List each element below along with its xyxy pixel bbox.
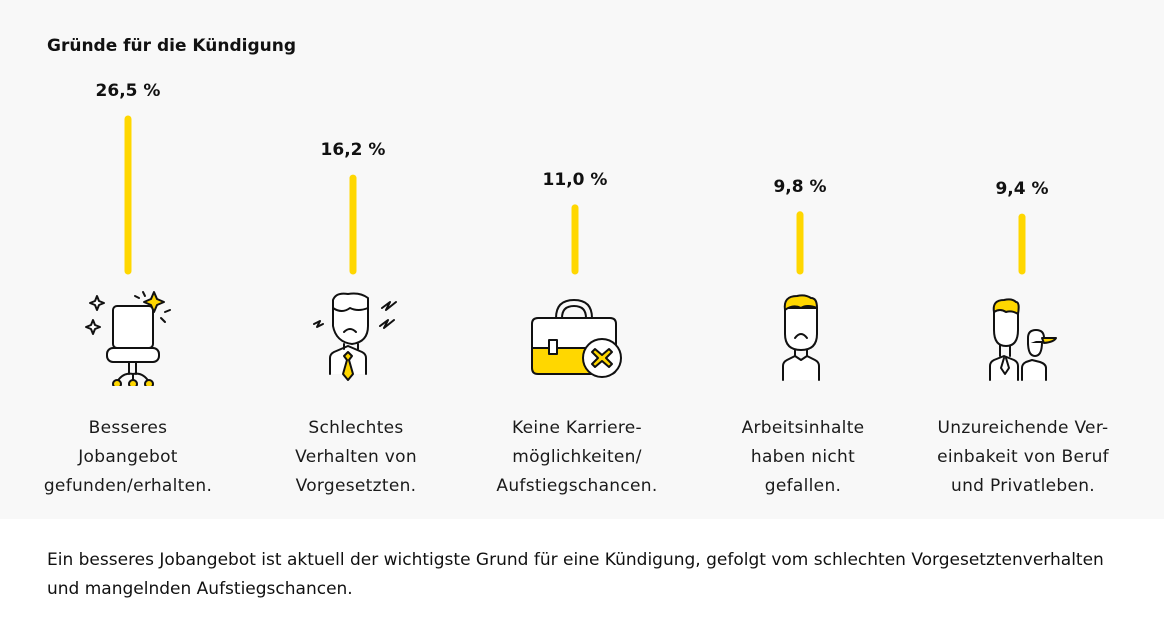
sad-person-icon xyxy=(745,286,855,386)
parent-child-icon xyxy=(968,286,1078,386)
angry-boss-icon xyxy=(298,286,408,386)
label-line: Arbeitsinhalte xyxy=(741,418,865,438)
label-line: Schlechtes xyxy=(308,418,404,438)
label-line: Jobangebot xyxy=(78,447,178,467)
value-label: 16,2 % xyxy=(321,140,386,160)
summary-text: Ein besseres Jobangebot ist aktuell der … xyxy=(47,550,1104,599)
label-line: gefallen. xyxy=(764,476,842,496)
category-label: Besseres Jobangebot gefunden/erhalten. xyxy=(18,414,238,501)
label-line: haben nicht xyxy=(750,447,856,467)
label-line: Verhalten von xyxy=(295,447,417,467)
office-chair-icon xyxy=(73,286,183,389)
value-label: 11,0 % xyxy=(543,170,608,190)
label-line: Aufstiegschancen. xyxy=(496,476,658,496)
category-label: Schlechtes Verhalten von Vorgesetzten. xyxy=(246,414,466,501)
label-line: gefunden/erhalten. xyxy=(43,476,213,496)
value-label: 9,4 % xyxy=(995,179,1048,199)
label-line: möglichkeiten/ xyxy=(512,447,642,467)
label-line: und Privatleben. xyxy=(951,476,1095,496)
category-label: Arbeitsinhalte haben nicht gefallen. xyxy=(693,414,913,501)
value-label: 9,8 % xyxy=(773,177,826,197)
category-label: Unzureichende Ver- einbakeit von Beruf u… xyxy=(913,414,1133,501)
label-line: Unzureichende Ver- xyxy=(937,418,1109,438)
chart-title: Gründe für die Kündigung xyxy=(47,36,297,56)
summary-box: Ein besseres Jobangebot ist aktuell der … xyxy=(0,519,1164,629)
label-line: Keine Karriere- xyxy=(512,418,642,438)
label-line: einbakeit von Beruf xyxy=(937,447,1109,467)
label-line: Besseres xyxy=(88,418,168,438)
bar-chart: 26,5 % 16,2 % 11,0 % 9,8 % 9,4 % xyxy=(96,81,1049,275)
value-label: 26,5 % xyxy=(96,81,161,101)
briefcase-cross-icon xyxy=(520,286,630,386)
label-line: Vorgesetzten. xyxy=(295,476,417,496)
category-label: Keine Karriere- möglichkeiten/ Aufstiegs… xyxy=(467,414,687,501)
